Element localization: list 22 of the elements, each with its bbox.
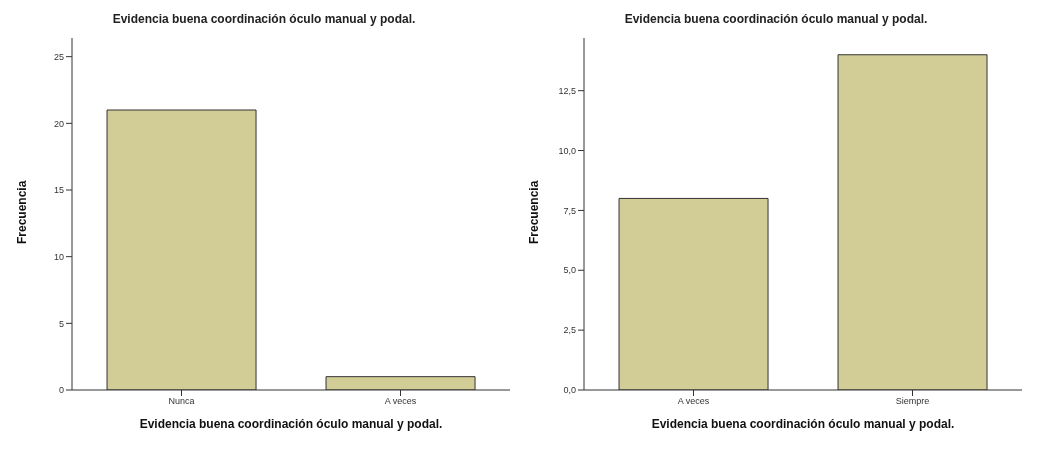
y-axis-title: Frecuencia [15, 180, 30, 244]
y-tick-label: 5 [58, 318, 64, 329]
y-tick-label: 0 [58, 385, 64, 396]
y-tick-label: 15 [53, 185, 64, 196]
y-tick-label: 10 [53, 251, 64, 262]
x-axis-title: Evidencia buena coordinación óculo manual y podal. [651, 417, 955, 431]
chart-title: Evidencia buena coordinación óculo manual y podal. [111, 11, 417, 28]
x-tick-label: A veces [384, 396, 417, 407]
y-tick-label: 25 [53, 51, 64, 62]
y-tick-label: 5,0 [563, 265, 576, 276]
y-tick-label: 0,0 [563, 385, 576, 396]
chart-title: Evidencia buena coordinación óculo manual y podal. [623, 11, 929, 28]
y-tick-label: 2,5 [563, 325, 576, 336]
x-axis-title: Evidencia buena coordinación óculo manual y podal. [139, 417, 443, 431]
y-tick-label: 12,5 [558, 85, 576, 96]
x-tick-label: Siempre [895, 396, 930, 407]
x-tick-label: Nunca [168, 396, 195, 407]
y-tick-label: 10,0 [558, 145, 576, 156]
y-axis-title: Frecuencia [527, 180, 542, 244]
x-tick-label: A veces [677, 396, 710, 407]
y-tick-label: 20 [53, 118, 64, 129]
y-tick-label: 7,5 [563, 205, 576, 216]
